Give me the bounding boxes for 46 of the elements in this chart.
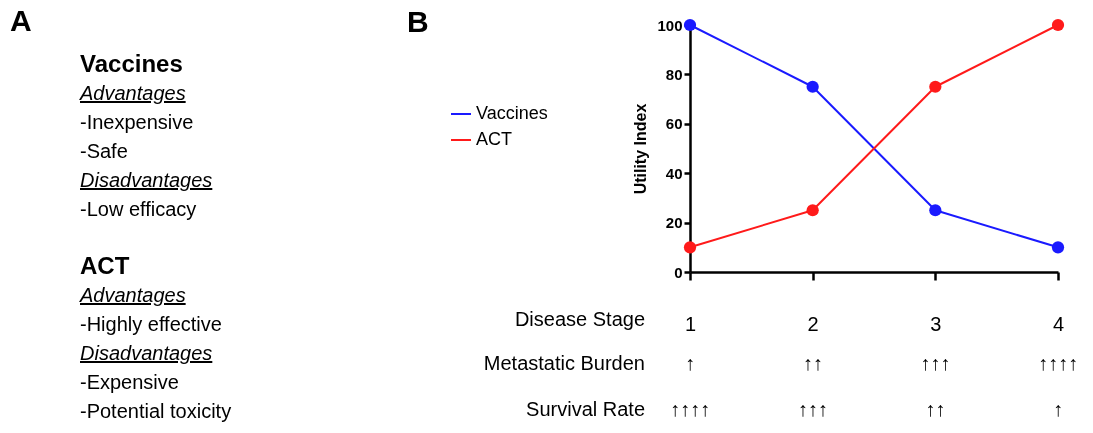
- point: [683, 18, 697, 32]
- y-tick-label: 20: [665, 214, 683, 232]
- legend-label: Vaccines: [476, 103, 548, 123]
- point: [1051, 18, 1065, 32]
- point: [806, 80, 819, 93]
- text: -Expensive: [80, 370, 179, 394]
- text: Advantages: [80, 283, 186, 307]
- text: -Safe: [80, 139, 128, 163]
- y-axis-title: Utility Index: [632, 103, 650, 195]
- text: A: [10, 4, 32, 38]
- x-tick-label: 1: [684, 312, 697, 335]
- y-tick-label: 100: [657, 16, 683, 34]
- text: Advantages: [80, 81, 186, 105]
- text: -Potential toxicity: [80, 399, 232, 423]
- x-axis-title: Disease Stage: [514, 308, 645, 330]
- text: -Inexpensive: [80, 110, 194, 134]
- x-tick-label: 2: [807, 312, 819, 335]
- x-tick-label: 4: [1052, 312, 1065, 335]
- y-tick-label: 40: [665, 164, 683, 182]
- y-tick-label: 0: [674, 263, 683, 281]
- y-tick-label: 80: [665, 65, 683, 83]
- point: [806, 204, 819, 217]
- text: ↑↑: [802, 352, 823, 374]
- text: ↑↑: [925, 398, 946, 420]
- text: -Low efficacy: [80, 197, 197, 221]
- text: ↑: [1053, 398, 1063, 420]
- x-tick-label: 3: [930, 312, 942, 335]
- text: ↑↑↑↑: [670, 398, 710, 420]
- text: ↑↑↑: [920, 352, 951, 374]
- text: -Highly effective: [80, 312, 222, 336]
- text: ↑↑↑: [797, 398, 828, 420]
- text: ACT: [80, 252, 130, 279]
- point: [929, 204, 942, 217]
- y-tick-label: 60: [665, 115, 683, 133]
- text: Disadvantages: [80, 341, 213, 365]
- point: [1051, 241, 1065, 254]
- text: ↑: [685, 352, 695, 374]
- text: Vaccines: [80, 50, 183, 77]
- text: ↑↑↑↑: [1038, 352, 1078, 374]
- legend-label: ACT: [476, 129, 512, 149]
- point: [683, 241, 697, 254]
- text: Metastatic Burden: [483, 352, 645, 374]
- text: Disadvantages: [80, 168, 213, 192]
- point: [929, 80, 942, 93]
- text: Survival Rate: [526, 398, 645, 420]
- text: B: [407, 5, 429, 38]
